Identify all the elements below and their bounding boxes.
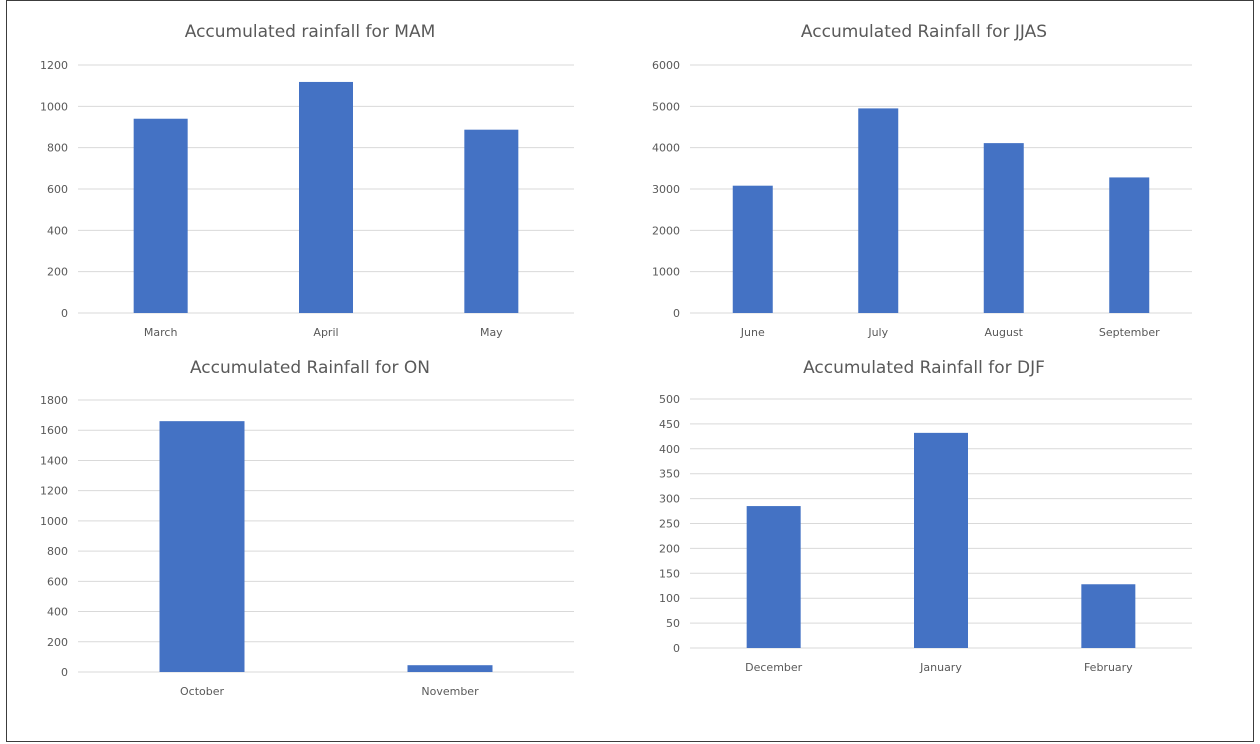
bar-august xyxy=(983,143,1024,313)
y-tick-label: 350 xyxy=(659,468,680,481)
y-tick-label: 300 xyxy=(659,493,680,506)
x-tick-label: January xyxy=(919,661,962,674)
y-tick-label: 200 xyxy=(47,266,68,279)
bar-july xyxy=(858,108,899,314)
chart-djf: Accumulated Rainfall for DJF 0 50 100 150 20… xyxy=(659,358,1192,674)
x-tick-label: October xyxy=(180,685,224,698)
y-tick-label: 1200 xyxy=(40,485,68,498)
y-tick-label: 1000 xyxy=(652,266,680,279)
bar-february xyxy=(1081,584,1136,648)
x-tick-label: November xyxy=(421,685,479,698)
x-tick-label: February xyxy=(1084,661,1133,674)
chart-mam: Accumulated rainfall for MAM 0 200 400 600 8… xyxy=(40,22,574,339)
y-tick-label: 200 xyxy=(47,636,68,649)
chart-title: Accumulated Rainfall for ON xyxy=(190,358,430,378)
y-tick-label: 400 xyxy=(47,606,68,619)
y-tick-label: 500 xyxy=(659,393,680,406)
x-tick-label: September xyxy=(1099,326,1160,339)
y-tick-label: 1400 xyxy=(40,454,68,467)
y-tick-label: 3000 xyxy=(652,183,680,196)
y-tick-label: 5000 xyxy=(652,100,680,113)
bar-may xyxy=(464,129,519,313)
x-tick-label: December xyxy=(745,661,803,674)
y-tick-label: 1000 xyxy=(40,515,68,528)
y-tick-label: 800 xyxy=(47,545,68,558)
y-tick-label: 1200 xyxy=(40,59,68,72)
y-tick-label: 6000 xyxy=(652,59,680,72)
y-tick-label: 1000 xyxy=(40,100,68,113)
chart-on: Accumulated Rainfall for ON 0 200 400 600 80… xyxy=(40,358,574,698)
y-tick-label: 100 xyxy=(659,592,680,605)
y-tick-label: 400 xyxy=(659,443,680,456)
y-tick-label: 1800 xyxy=(40,394,68,407)
bar-december xyxy=(746,506,801,648)
bar-october xyxy=(159,421,245,672)
bar-june xyxy=(732,185,773,313)
y-tick-label: 1600 xyxy=(40,424,68,437)
y-tick-label: 4000 xyxy=(652,142,680,155)
y-tick-label: 200 xyxy=(659,542,680,555)
y-tick-label: 250 xyxy=(659,518,680,531)
x-tick-label: June xyxy=(740,326,765,339)
y-tick-label: 800 xyxy=(47,142,68,155)
bar-march xyxy=(133,118,188,313)
y-tick-label: 600 xyxy=(47,575,68,588)
x-tick-label: July xyxy=(867,326,888,339)
x-tick-label: May xyxy=(480,326,503,339)
y-tick-label: 400 xyxy=(47,224,68,237)
bar-september xyxy=(1109,177,1150,313)
bar-april xyxy=(299,81,353,314)
y-tick-label: 0 xyxy=(61,666,68,679)
chart-title: Accumulated Rainfall for JJAS xyxy=(801,22,1047,42)
x-tick-label: August xyxy=(985,326,1024,339)
chart-title: Accumulated Rainfall for DJF xyxy=(803,358,1045,378)
y-tick-label: 150 xyxy=(659,567,680,580)
x-tick-label: April xyxy=(313,326,338,339)
x-tick-label: March xyxy=(144,326,178,339)
y-tick-label: 450 xyxy=(659,418,680,431)
y-tick-label: 50 xyxy=(666,617,680,630)
y-tick-label: 0 xyxy=(673,642,680,655)
y-tick-label: 600 xyxy=(47,183,68,196)
chart-title: Accumulated rainfall for MAM xyxy=(185,22,436,42)
bar-november xyxy=(407,665,493,672)
bar-january xyxy=(914,432,968,648)
y-tick-label: 2000 xyxy=(652,224,680,237)
y-tick-label: 0 xyxy=(673,307,680,320)
y-tick-label: 0 xyxy=(61,307,68,320)
chart-jjas: Accumulated Rainfall for JJAS 0 1000 2000 3… xyxy=(652,22,1192,339)
